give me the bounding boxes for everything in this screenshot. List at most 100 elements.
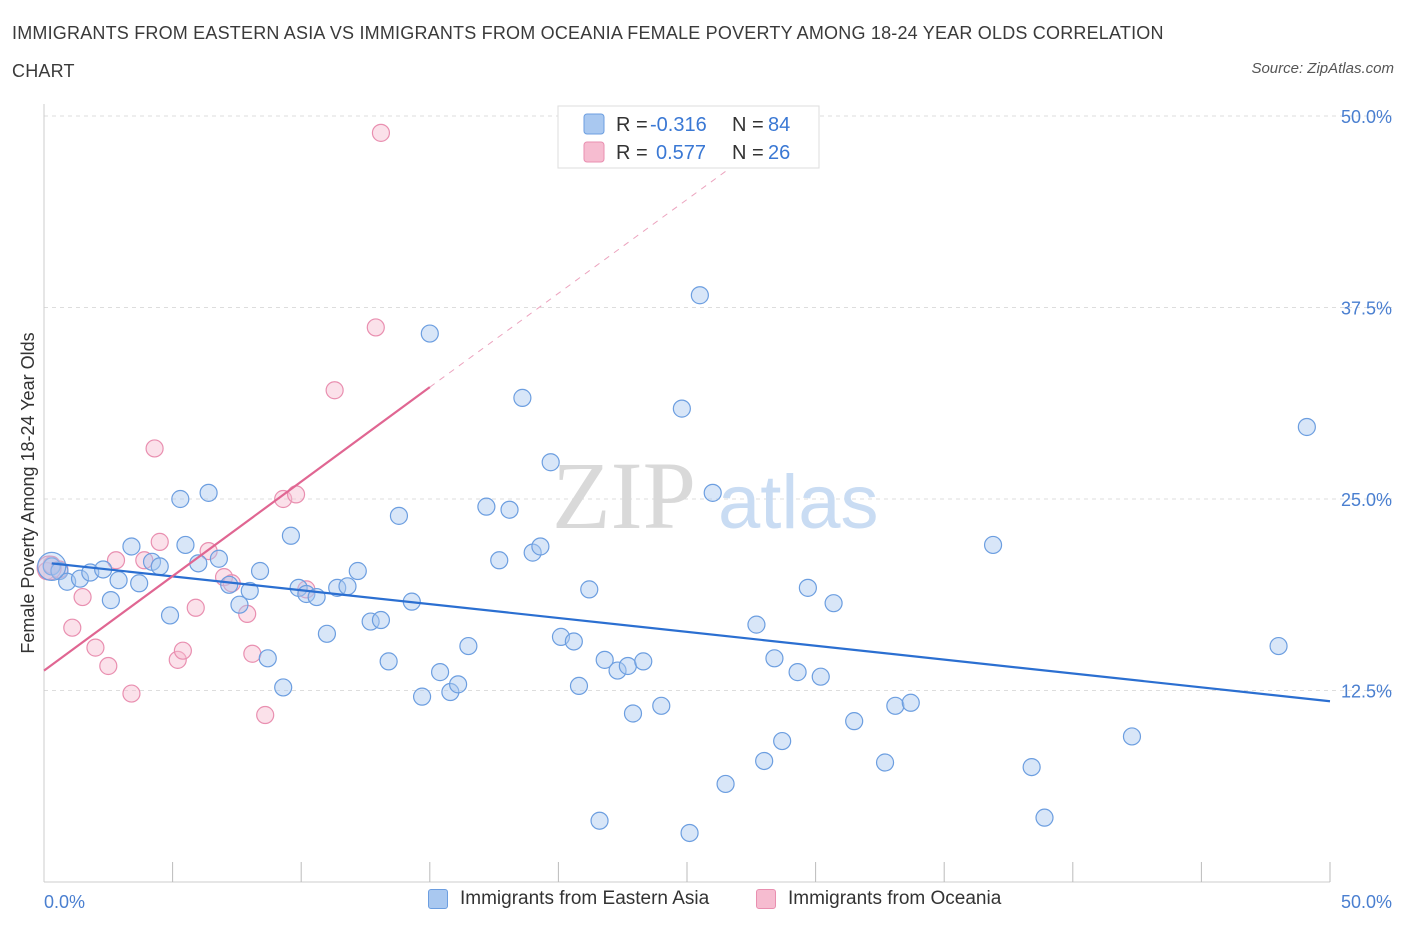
eastern-asia-point-19 bbox=[230, 595, 249, 614]
legend-swatch-oceania bbox=[756, 889, 776, 909]
eastern-asia-point-46 bbox=[513, 388, 532, 407]
eastern-asia-point-54 bbox=[590, 811, 609, 830]
eastern-asia-point-64 bbox=[703, 483, 722, 502]
oceania-point-19 bbox=[243, 644, 262, 663]
oceania-point-25 bbox=[366, 318, 385, 337]
legend-item-oceania: Immigrants from Oceania bbox=[756, 888, 1001, 910]
oceania-point-10 bbox=[145, 439, 164, 458]
eastern-asia-point-66 bbox=[747, 615, 766, 634]
legend-label-oceania: Immigrants from Oceania bbox=[788, 888, 1002, 909]
legend-n-value-2: 26 bbox=[768, 142, 790, 164]
y-axis-label: Female Poverty Among 18-24 Year Olds bbox=[18, 332, 38, 653]
correlation-legend: R = -0.316 N = 84 R = 0.577 N = 26 bbox=[557, 105, 820, 169]
series-legend: Immigrants from Eastern Asia Immigrants … bbox=[0, 888, 1406, 918]
oceania-point-7 bbox=[106, 551, 126, 570]
eastern-asia-point-57 bbox=[618, 656, 637, 676]
eastern-asia-point-8 bbox=[122, 537, 141, 556]
oceania-point-3 bbox=[63, 618, 82, 637]
eastern-asia-point-75 bbox=[875, 753, 895, 772]
eastern-asia-point-42 bbox=[459, 636, 478, 656]
series-oceania-points bbox=[36, 123, 391, 725]
eastern-asia-point-41 bbox=[448, 675, 468, 694]
eastern-asia-point-65 bbox=[716, 774, 735, 794]
eastern-asia-point-18 bbox=[220, 575, 239, 594]
y-tick-label-2: 37.5% bbox=[1341, 299, 1392, 319]
oceania-point-24 bbox=[325, 381, 344, 400]
y-tick-label-3: 50.0% bbox=[1341, 107, 1392, 127]
y-tick-label-1: 25.0% bbox=[1341, 490, 1392, 510]
eastern-asia-point-12 bbox=[160, 606, 180, 625]
eastern-asia-point-14 bbox=[176, 535, 195, 555]
x-tick-label-max: 50.0% bbox=[1341, 892, 1392, 912]
eastern-asia-point-24 bbox=[281, 526, 301, 545]
oceania-point-26 bbox=[371, 123, 391, 142]
chart-title: IMMIGRANTS FROM EASTERN ASIA VS IMMIGRAN… bbox=[12, 23, 1164, 81]
eastern-asia-point-23 bbox=[274, 678, 293, 697]
eastern-asia-point-16 bbox=[199, 483, 218, 502]
axes bbox=[43, 104, 1331, 883]
eastern-asia-point-13 bbox=[171, 489, 190, 509]
eastern-asia-point-35 bbox=[389, 506, 409, 525]
eastern-asia-point-48 bbox=[531, 537, 550, 556]
eastern-asia-point-45 bbox=[500, 500, 519, 519]
eastern-asia-point-28 bbox=[317, 624, 337, 643]
eastern-asia-point-82 bbox=[1269, 636, 1288, 656]
eastern-asia-point-33 bbox=[371, 610, 391, 630]
legend-item-eastern-asia: Immigrants from Eastern Asia bbox=[428, 888, 709, 910]
eastern-asia-point-60 bbox=[652, 696, 671, 715]
legend-swatch-pink bbox=[583, 141, 605, 163]
oceania-point-18 bbox=[238, 604, 257, 624]
legend-n-label-2: N = bbox=[732, 142, 764, 164]
y-tick-labels: 12.5% 25.0% 37.5% 50.0% bbox=[1341, 107, 1392, 702]
eastern-asia-point-58 bbox=[623, 704, 643, 723]
eastern-asia-point-80 bbox=[1035, 808, 1054, 827]
eastern-asia-point-9 bbox=[130, 574, 149, 593]
legend-r-value-2: 0.577 bbox=[656, 142, 706, 164]
eastern-asia-point-53 bbox=[580, 580, 599, 599]
eastern-asia-point-61 bbox=[672, 399, 691, 418]
eastern-asia-point-73 bbox=[824, 594, 843, 613]
oceania-trend-line bbox=[43, 386, 431, 672]
oceania-point-14 bbox=[186, 598, 205, 617]
eastern-asia-point-44 bbox=[490, 551, 509, 570]
eastern-asia-point-40 bbox=[441, 682, 460, 702]
eastern-asia-point-68 bbox=[765, 649, 784, 668]
oceania-point-4 bbox=[73, 587, 92, 607]
oceania-point-11 bbox=[150, 532, 169, 551]
eastern-asia-point-67 bbox=[755, 751, 774, 771]
eastern-asia-point-72 bbox=[811, 667, 830, 686]
eastern-asia-point-83 bbox=[1297, 417, 1316, 437]
eastern-asia-point-55 bbox=[595, 650, 614, 669]
eastern-asia-point-34 bbox=[379, 652, 398, 671]
oceania-trend-extension bbox=[429, 161, 739, 388]
eastern-asia-cluster-point bbox=[37, 551, 67, 582]
legend-r-label-1: R = bbox=[616, 114, 648, 136]
legend-r-label-2: R = bbox=[616, 142, 648, 164]
eastern-asia-point-11 bbox=[150, 557, 169, 576]
eastern-asia-point-31 bbox=[348, 561, 367, 581]
oceania-point-12 bbox=[168, 650, 187, 669]
series-eastern-asia-points bbox=[37, 286, 1316, 843]
x-tick-label-min: 0.0% bbox=[44, 892, 85, 912]
eastern-asia-point-62 bbox=[680, 823, 699, 843]
eastern-asia-point-22 bbox=[258, 649, 277, 668]
watermark: ZIP atlas bbox=[552, 442, 879, 549]
legend-swatch-blue bbox=[583, 113, 605, 135]
eastern-asia-point-63 bbox=[690, 286, 709, 305]
legend-swatch-eastern-asia bbox=[428, 889, 448, 909]
oceania-point-13 bbox=[173, 641, 192, 660]
eastern-asia-point-69 bbox=[773, 731, 792, 751]
legend-r-value-1: -0.316 bbox=[650, 114, 707, 136]
trend-lines bbox=[43, 161, 1331, 703]
eastern-asia-point-81 bbox=[1122, 727, 1142, 746]
eastern-asia-point-76 bbox=[886, 696, 905, 715]
eastern-asia-point-70 bbox=[788, 663, 807, 682]
oceania-point-20 bbox=[256, 705, 275, 725]
eastern-asia-point-37 bbox=[412, 687, 432, 706]
oceania-point-5 bbox=[86, 638, 105, 657]
eastern-asia-point-38 bbox=[420, 324, 439, 343]
legend-n-label-1: N = bbox=[732, 114, 764, 136]
oceania-point-6 bbox=[99, 656, 118, 676]
eastern-asia-point-49 bbox=[541, 453, 560, 472]
